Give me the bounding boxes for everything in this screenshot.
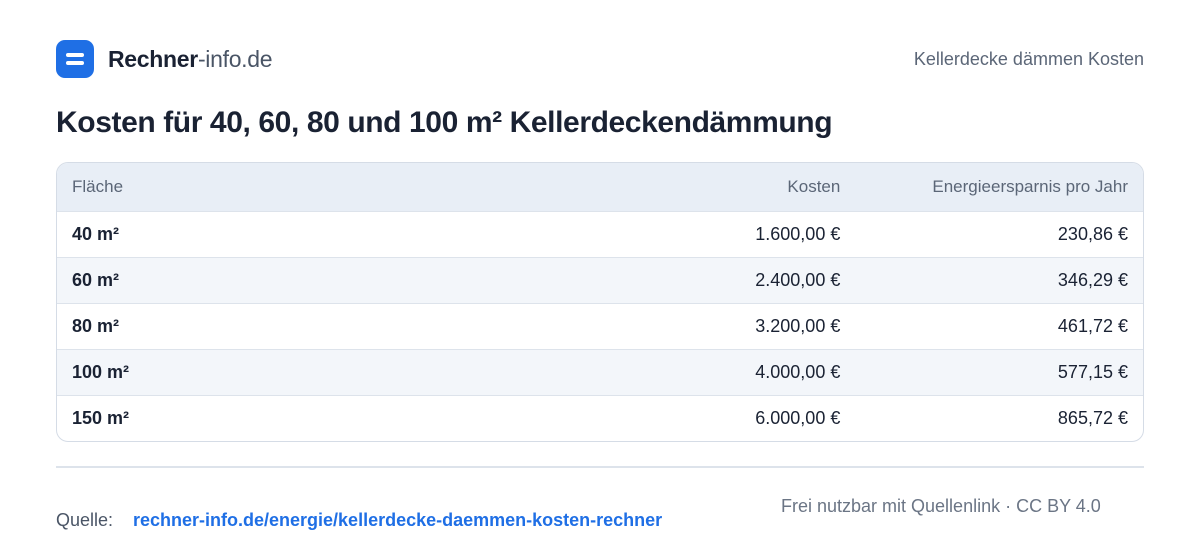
- cell-area: 150 m²: [72, 407, 130, 428]
- cell-savings: 230,86 €: [1057, 223, 1128, 244]
- footer-divider: [56, 466, 1144, 468]
- cell-cost: 4.000,00 €: [755, 361, 841, 382]
- column-header-cost: Kosten: [787, 176, 841, 196]
- table-row: 100 m² 4.000,00 € 577,15 €: [57, 349, 1143, 395]
- page-title: Kosten für 40, 60, 80 und 100 m² Kellerd…: [56, 106, 833, 139]
- cell-cost: 2.400,00 €: [755, 269, 841, 290]
- table-row: 60 m² 2.400,00 € 346,29 €: [57, 257, 1143, 303]
- cell-area: 80 m²: [72, 315, 120, 336]
- table-row: 80 m² 3.200,00 € 461,72 €: [57, 303, 1143, 349]
- cell-savings: 865,72 €: [1057, 407, 1128, 428]
- cell-cost: 3.200,00 €: [755, 315, 841, 336]
- table-row: 150 m² 6.000,00 € 865,72 €: [57, 395, 1143, 441]
- table-header-row: Fläche Kosten Energieersparnis pro Jahr: [57, 163, 1143, 211]
- cell-area: 100 m²: [72, 361, 130, 382]
- cell-savings: 461,72 €: [1057, 315, 1128, 336]
- cell-savings: 346,29 €: [1057, 269, 1128, 290]
- page-label: Kellerdecke dämmen Kosten: [913, 48, 1144, 69]
- cell-savings: 577,15 €: [1057, 361, 1128, 382]
- cost-table: Fläche Kosten Energieersparnis pro Jahr …: [56, 162, 1144, 442]
- brand[interactable]: Rechner-info.de: [56, 40, 273, 78]
- license-text: Frei nutzbar mit Quellenlink · CC BY 4.0: [781, 496, 1101, 516]
- source-label: Quelle:: [56, 510, 114, 530]
- brand-name-bold: Rechner: [108, 45, 198, 72]
- source-link[interactable]: rechner-info.de/energie/kellerdecke-daem…: [133, 510, 663, 530]
- column-header-savings: Energieersparnis pro Jahr: [932, 176, 1128, 196]
- cell-cost: 6.000,00 €: [755, 407, 841, 428]
- table-row: 40 m² 1.600,00 € 230,86 €: [57, 211, 1143, 257]
- cell-cost: 1.600,00 €: [755, 223, 841, 244]
- cell-area: 40 m²: [72, 223, 120, 244]
- brand-name: Rechner-info.de: [108, 45, 273, 73]
- cell-area: 60 m²: [72, 269, 120, 290]
- brand-name-rest: -info.de: [197, 45, 273, 72]
- column-header-area: Fläche: [72, 176, 124, 196]
- site-header: Rechner-info.de Kellerdecke dämmen Koste…: [56, 40, 1144, 78]
- equals-logo-icon: [56, 40, 94, 78]
